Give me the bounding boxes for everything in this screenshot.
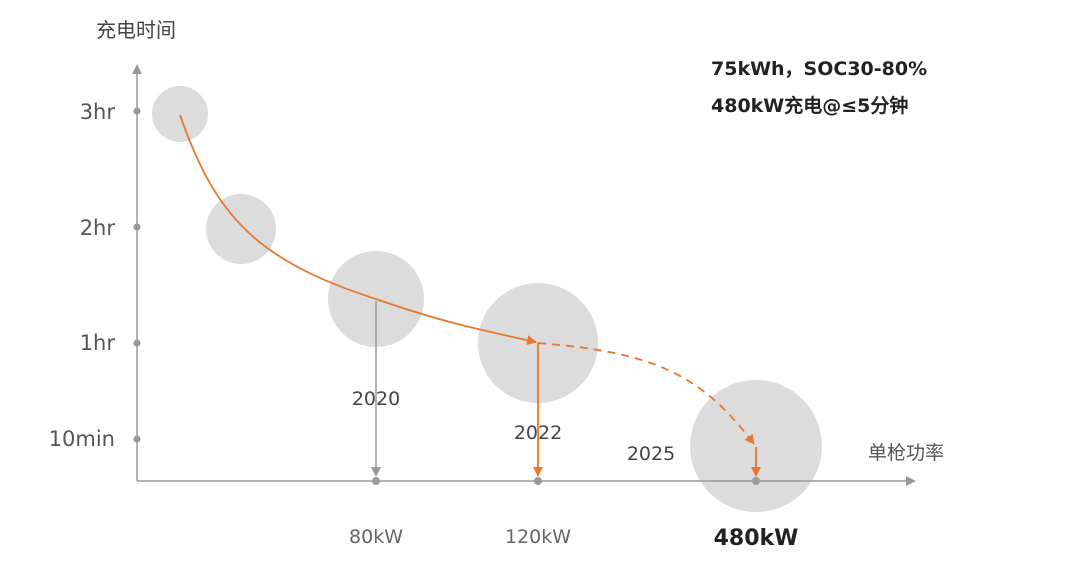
trend-curve-solid — [179, 114, 537, 346]
x-tick-dot — [372, 477, 380, 485]
axes — [132, 64, 916, 486]
y-axis-title: 充电时间 — [96, 18, 176, 42]
bubble-2025 — [690, 380, 822, 512]
y-tick-dot — [133, 435, 141, 443]
bubble-1 — [152, 86, 208, 142]
x-tick-dot — [534, 477, 542, 485]
trend — [179, 114, 755, 445]
year-label: 2022 — [514, 422, 562, 444]
y-tick-dot — [133, 107, 141, 115]
x-tick-dot — [752, 477, 760, 485]
x-axis-title: 单枪功率 — [868, 442, 944, 464]
bubble-2 — [206, 194, 276, 264]
y-tick-labels: 3hr 2hr 1hr 10min — [49, 100, 116, 451]
x-tick-labels: 80kW 120kW 480kW — [349, 526, 798, 551]
year-label: 2020 — [352, 388, 400, 410]
y-tick-label: 3hr — [80, 100, 116, 124]
annotations: 75kWh，SOC30-80% 480kW充电@≤5分钟 — [711, 58, 927, 117]
annotation-battery: 75kWh，SOC30-80% — [711, 58, 927, 80]
y-tick-label: 2hr — [80, 216, 116, 240]
year-labels: 2020 2022 2025 — [352, 388, 675, 465]
y-tick-label: 1hr — [80, 331, 116, 355]
x-tick-label-bold: 480kW — [714, 526, 799, 551]
x-tick-dots — [372, 477, 760, 485]
drop-lines — [371, 301, 761, 477]
y-tick-dots — [133, 107, 141, 443]
y-tick-dot — [133, 339, 141, 347]
trend-curve-dashed — [537, 342, 755, 445]
x-tick-label: 120kW — [505, 526, 571, 548]
annotation-charging: 480kW充电@≤5分钟 — [711, 94, 908, 117]
x-tick-label: 80kW — [349, 526, 403, 548]
y-tick-label: 10min — [49, 427, 115, 451]
year-label: 2025 — [627, 443, 675, 465]
bubbles — [152, 86, 822, 512]
y-tick-dot — [133, 223, 141, 231]
